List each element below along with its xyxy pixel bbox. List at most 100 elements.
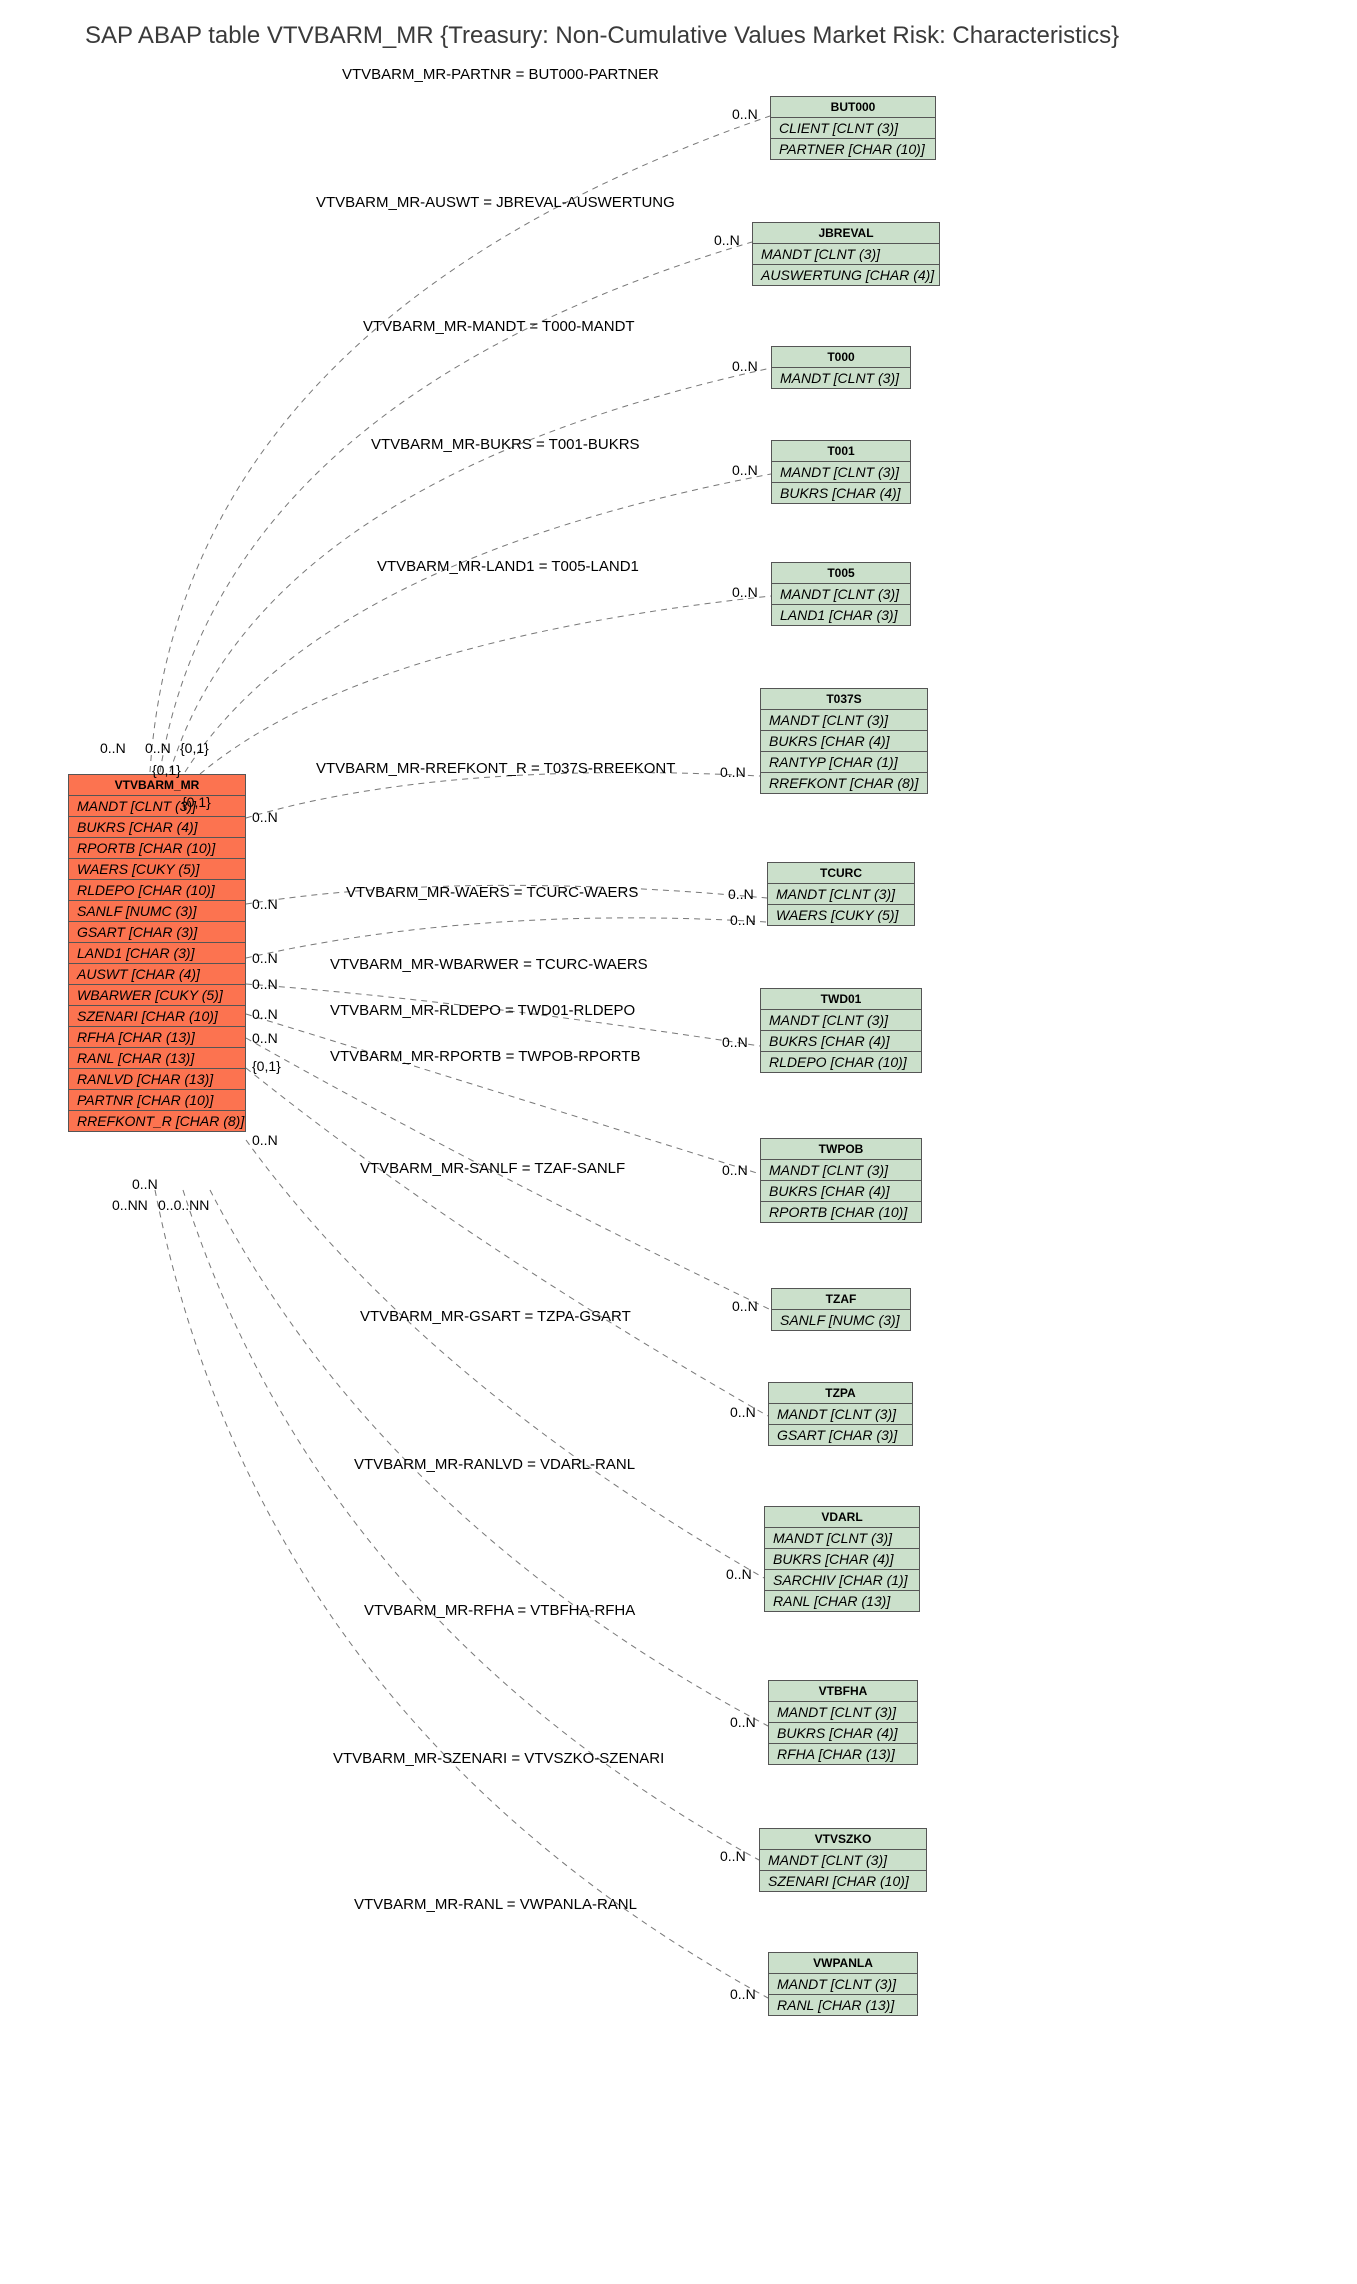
entity-field: MANDT [CLNT (3)] — [768, 884, 914, 905]
entity-field: LAND1 [CHAR (3)] — [69, 943, 245, 964]
cardinality-target: 0..N — [730, 912, 756, 928]
entity-t005: T005MANDT [CLNT (3)]LAND1 [CHAR (3)] — [771, 562, 911, 626]
cardinality-target: 0..N — [720, 764, 746, 780]
entity-field: BUKRS [CHAR (4)] — [772, 483, 910, 503]
entity-header: BUT000 — [771, 97, 935, 118]
cardinality-source: 0..N — [252, 1030, 278, 1046]
entity-header: T000 — [772, 347, 910, 368]
cardinality-target: 0..N — [726, 1566, 752, 1582]
entity-t001: T001MANDT [CLNT (3)]BUKRS [CHAR (4)] — [771, 440, 911, 504]
cardinality-target: 0..N — [730, 1404, 756, 1420]
entity-field: RFHA [CHAR (13)] — [769, 1744, 917, 1764]
cardinality-source: {0,1} — [252, 1058, 281, 1074]
entity-tzaf: TZAFSANLF [NUMC (3)] — [771, 1288, 911, 1331]
entity-field: RANL [CHAR (13)] — [765, 1591, 919, 1611]
entity-field: SARCHIV [CHAR (1)] — [765, 1570, 919, 1591]
cardinality-target: 0..N — [732, 462, 758, 478]
diagram-canvas: SAP ABAP table VTVBARM_MR {Treasury: Non… — [0, 0, 1357, 2284]
cardinality-target: 0..N — [732, 1298, 758, 1314]
entity-header: VTVBARM_MR — [69, 775, 245, 796]
entity-vtvbarm_mr: VTVBARM_MRMANDT [CLNT (3)]BUKRS [CHAR (4… — [68, 774, 246, 1132]
entity-field: WAERS [CUKY (5)] — [768, 905, 914, 925]
edge-label: VTVBARM_MR-RANL = VWPANLA-RANL — [354, 1896, 637, 1913]
entity-vdarl: VDARLMANDT [CLNT (3)]BUKRS [CHAR (4)]SAR… — [764, 1506, 920, 1612]
entity-field: BUKRS [CHAR (4)] — [761, 1181, 921, 1202]
edge-label: VTVBARM_MR-WBARWER = TCURC-WAERS — [330, 956, 648, 973]
entity-field: BUKRS [CHAR (4)] — [769, 1723, 917, 1744]
entity-field: RLDEPO [CHAR (10)] — [69, 880, 245, 901]
entity-field: MANDT [CLNT (3)] — [760, 1850, 926, 1871]
cardinality-source: {0,1} — [152, 762, 181, 778]
entity-t000: T000MANDT [CLNT (3)] — [771, 346, 911, 389]
entity-field: BUKRS [CHAR (4)] — [765, 1549, 919, 1570]
entity-field: AUSWT [CHAR (4)] — [69, 964, 245, 985]
entity-field: MANDT [CLNT (3)] — [769, 1702, 917, 1723]
cardinality-target: 0..N — [732, 106, 758, 122]
entity-field: RPORTB [CHAR (10)] — [761, 1202, 921, 1222]
entity-header: T001 — [772, 441, 910, 462]
edge-label: VTVBARM_MR-GSART = TZPA-GSART — [360, 1308, 631, 1325]
entity-field: RREFKONT_R [CHAR (8)] — [69, 1111, 245, 1131]
entity-header: T005 — [772, 563, 910, 584]
entity-tzpa: TZPAMANDT [CLNT (3)]GSART [CHAR (3)] — [768, 1382, 913, 1446]
entity-vwpanla: VWPANLAMANDT [CLNT (3)]RANL [CHAR (13)] — [768, 1952, 918, 2016]
cardinality-source: 0..N — [252, 896, 278, 912]
entity-field: CLIENT [CLNT (3)] — [771, 118, 935, 139]
entity-field: MANDT [CLNT (3)] — [69, 796, 245, 817]
entity-t037s: T037SMANDT [CLNT (3)]BUKRS [CHAR (4)]RAN… — [760, 688, 928, 794]
entity-field: BUKRS [CHAR (4)] — [761, 731, 927, 752]
entity-field: MANDT [CLNT (3)] — [765, 1528, 919, 1549]
entity-header: T037S — [761, 689, 927, 710]
cardinality-source: 0..N — [252, 1006, 278, 1022]
edge-label: VTVBARM_MR-SZENARI = VTVSZKO-SZENARI — [333, 1750, 664, 1767]
cardinality-source: 0..N — [100, 740, 126, 756]
entity-header: TZAF — [772, 1289, 910, 1310]
entity-field: RANLVD [CHAR (13)] — [69, 1069, 245, 1090]
entity-header: VTBFHA — [769, 1681, 917, 1702]
entity-header: TWD01 — [761, 989, 921, 1010]
edge-label: VTVBARM_MR-LAND1 = T005-LAND1 — [377, 558, 639, 575]
edge-label: VTVBARM_MR-SANLF = TZAF-SANLF — [360, 1160, 625, 1177]
entity-tcurc: TCURCMANDT [CLNT (3)]WAERS [CUKY (5)] — [767, 862, 915, 926]
edge-label: VTVBARM_MR-MANDT = T000-MANDT — [363, 318, 635, 335]
cardinality-source: 0..NN — [112, 1197, 148, 1213]
entity-vtbfha: VTBFHAMANDT [CLNT (3)]BUKRS [CHAR (4)]RF… — [768, 1680, 918, 1765]
cardinality-target: 0..N — [730, 1986, 756, 2002]
entity-field: WBARWER [CUKY (5)] — [69, 985, 245, 1006]
cardinality-target: 0..N — [728, 886, 754, 902]
entity-field: BUKRS [CHAR (4)] — [69, 817, 245, 838]
entity-field: MANDT [CLNT (3)] — [769, 1404, 912, 1425]
cardinality-target: 0..N — [722, 1034, 748, 1050]
entity-jbreval: JBREVALMANDT [CLNT (3)]AUSWERTUNG [CHAR … — [752, 222, 940, 286]
entity-field: PARTNR [CHAR (10)] — [69, 1090, 245, 1111]
diagram-title: SAP ABAP table VTVBARM_MR {Treasury: Non… — [85, 22, 1119, 50]
cardinality-source: 0..0..NN — [158, 1197, 209, 1213]
edge-label: VTVBARM_MR-RFHA = VTBFHA-RFHA — [364, 1602, 635, 1619]
cardinality-source: 0..N — [252, 809, 278, 825]
entity-header: TZPA — [769, 1383, 912, 1404]
cardinality-source: 0..N — [252, 1132, 278, 1148]
cardinality-target: 0..N — [722, 1162, 748, 1178]
entity-field: WAERS [CUKY (5)] — [69, 859, 245, 880]
entity-header: TCURC — [768, 863, 914, 884]
edge-label: VTVBARM_MR-RANLVD = VDARL-RANL — [354, 1456, 635, 1473]
entity-header: VWPANLA — [769, 1953, 917, 1974]
entity-field: MANDT [CLNT (3)] — [761, 710, 927, 731]
entity-field: MANDT [CLNT (3)] — [772, 462, 910, 483]
entity-field: GSART [CHAR (3)] — [69, 922, 245, 943]
entity-field: SANLF [NUMC (3)] — [69, 901, 245, 922]
entity-field: PARTNER [CHAR (10)] — [771, 139, 935, 159]
cardinality-source: {0,1} — [180, 740, 209, 756]
cardinality-target: 0..N — [714, 232, 740, 248]
entity-field: MANDT [CLNT (3)] — [753, 244, 939, 265]
cardinality-source: 0..N — [145, 740, 171, 756]
entity-field: LAND1 [CHAR (3)] — [772, 605, 910, 625]
entity-field: MANDT [CLNT (3)] — [761, 1010, 921, 1031]
entity-field: RPORTB [CHAR (10)] — [69, 838, 245, 859]
cardinality-source: 0..N — [252, 976, 278, 992]
entity-header: TWPOB — [761, 1139, 921, 1160]
edge-label: VTVBARM_MR-RREFKONT_R = T037S-RREFKONT — [316, 760, 675, 777]
entity-field: RLDEPO [CHAR (10)] — [761, 1052, 921, 1072]
entity-field: RANTYP [CHAR (1)] — [761, 752, 927, 773]
edge-label: VTVBARM_MR-BUKRS = T001-BUKRS — [371, 436, 640, 453]
